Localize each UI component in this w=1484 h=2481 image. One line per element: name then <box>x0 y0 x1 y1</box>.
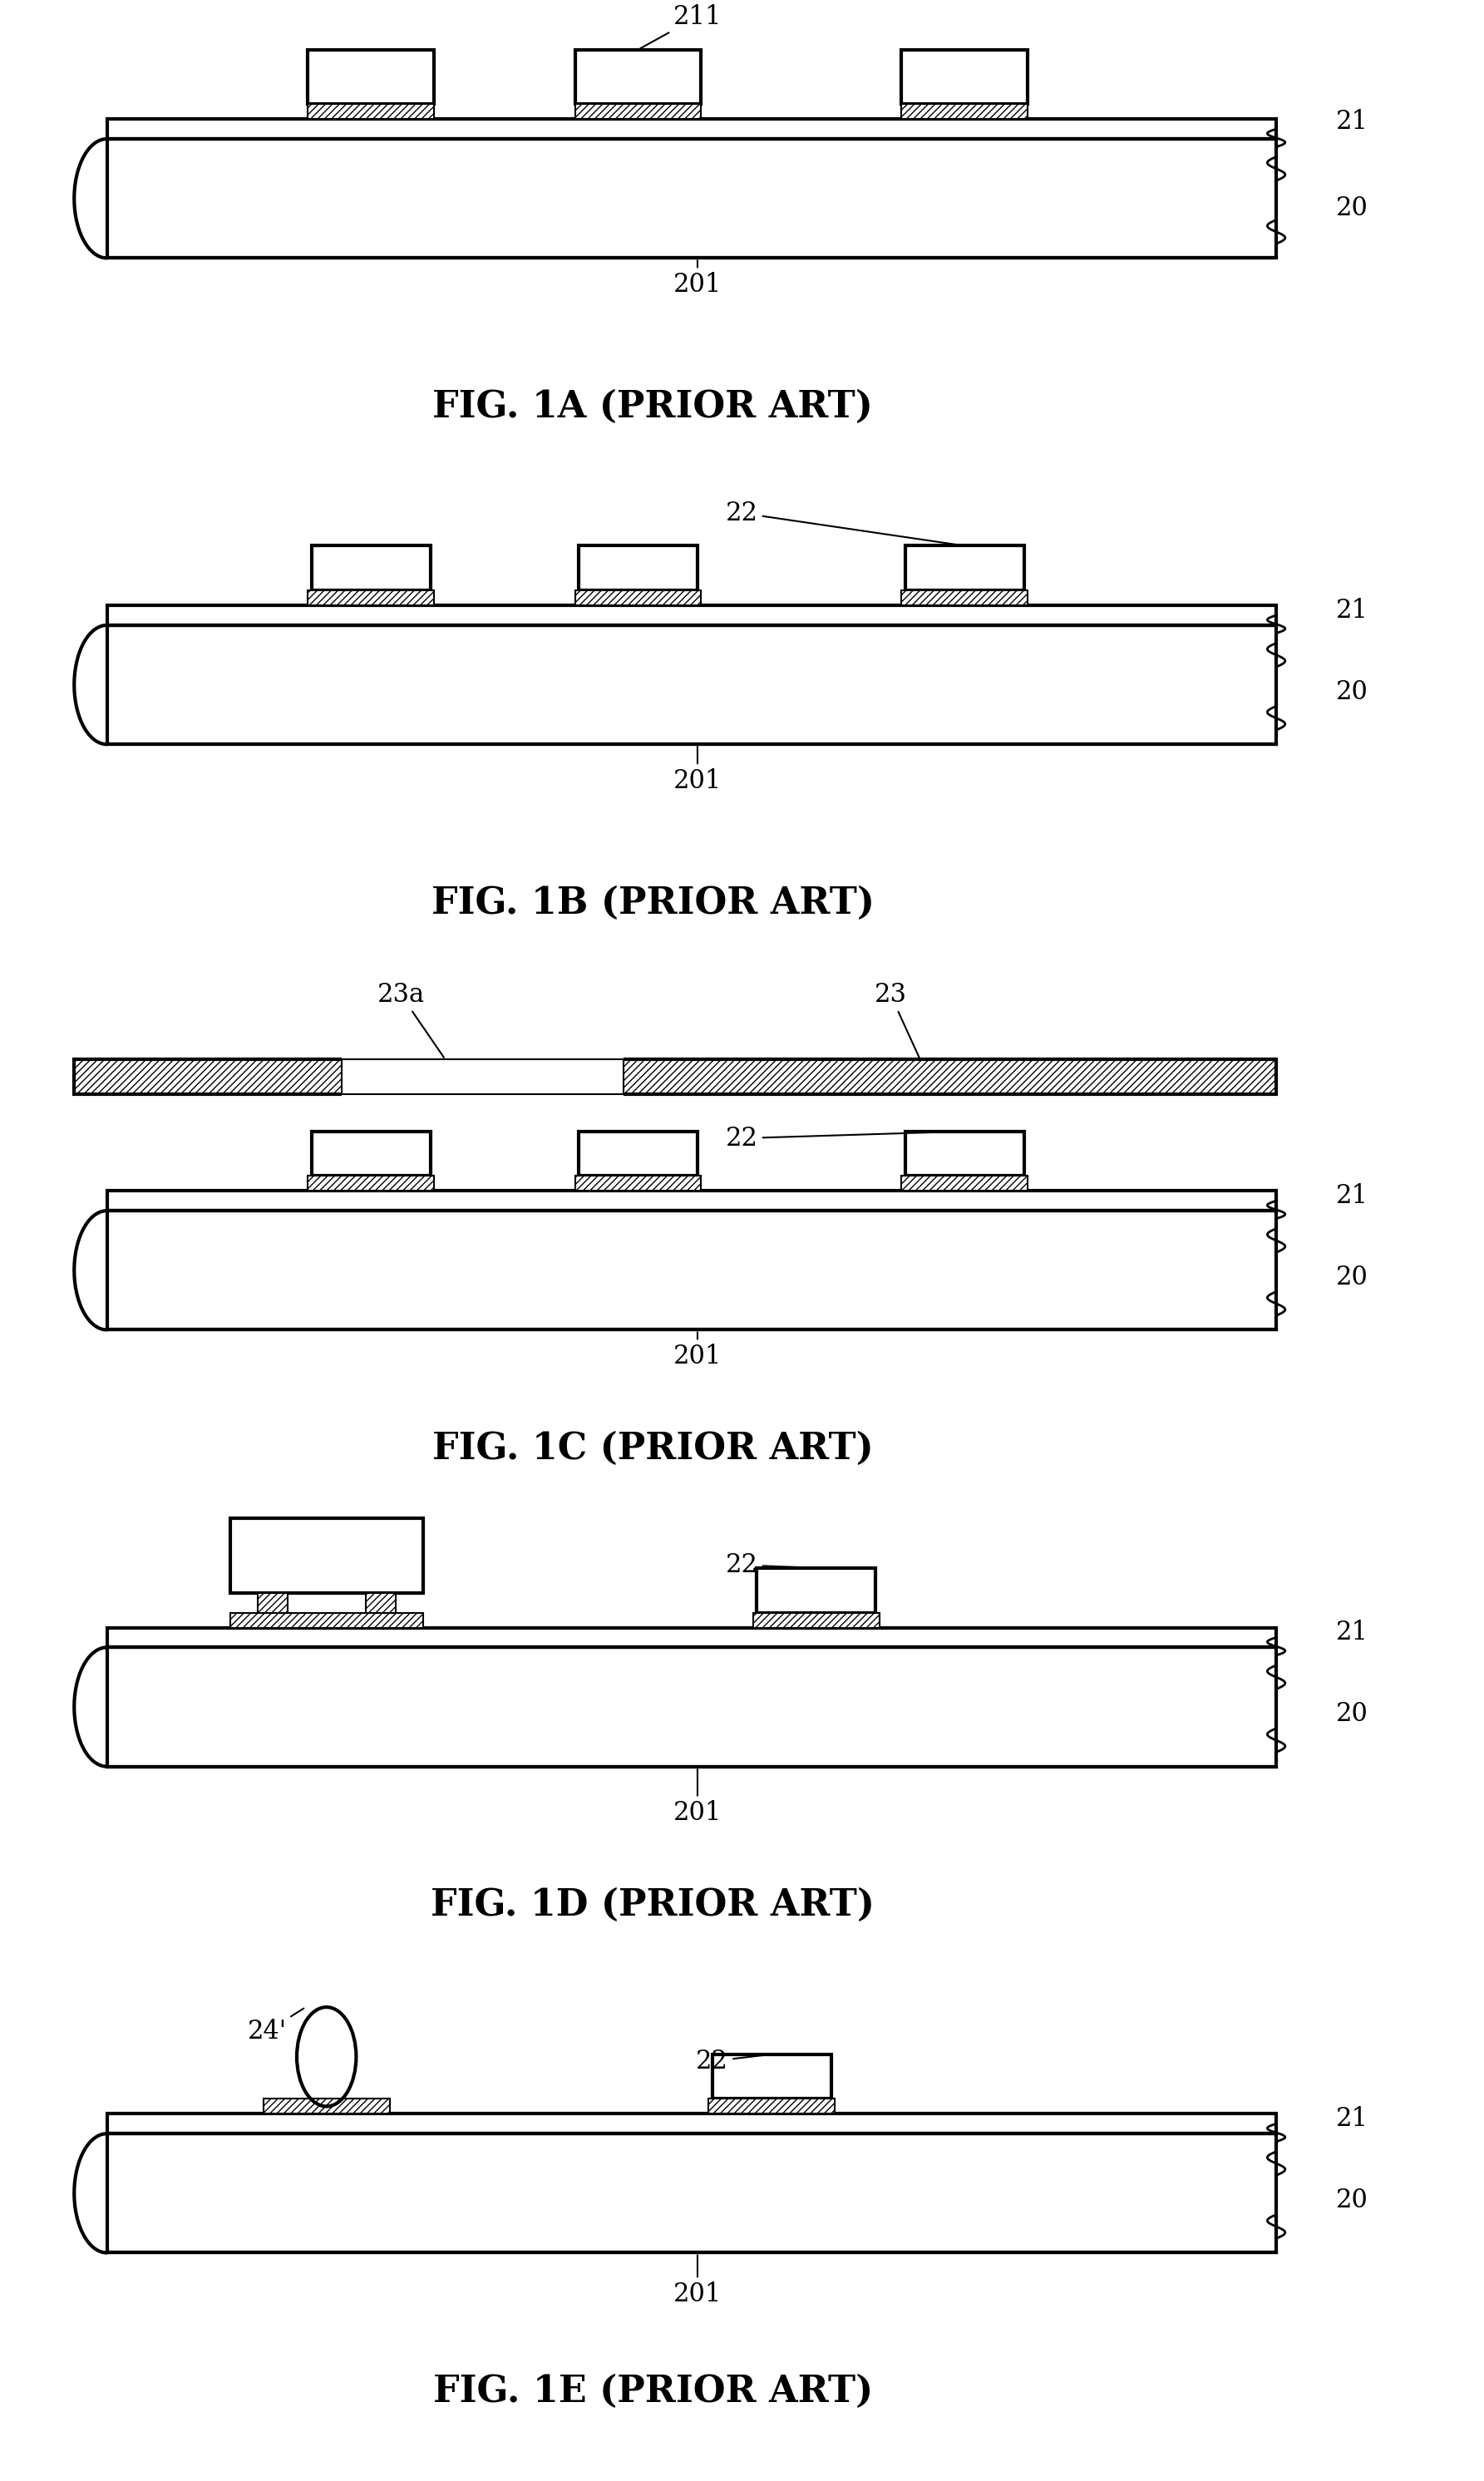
Bar <box>107 625 1276 744</box>
Text: 21: 21 <box>1336 1620 1368 1645</box>
Text: FIG. 1A (PRIOR ART): FIG. 1A (PRIOR ART) <box>433 390 873 424</box>
Text: 22: 22 <box>726 1126 962 1151</box>
Bar <box>902 1176 1027 1191</box>
Text: 20: 20 <box>1336 2188 1368 2213</box>
Bar <box>107 1191 1276 1211</box>
Bar <box>905 546 1024 590</box>
Text: 24: 24 <box>251 1518 283 1548</box>
Bar <box>576 104 702 119</box>
Text: 20: 20 <box>1336 680 1368 705</box>
Bar <box>579 546 697 590</box>
Bar <box>107 2114 1276 2134</box>
Bar <box>576 50 702 104</box>
Bar <box>754 1613 879 1628</box>
Bar <box>107 1647 1276 1766</box>
Bar <box>905 1131 1024 1176</box>
Text: 22: 22 <box>726 1553 813 1578</box>
Bar <box>264 2099 390 2114</box>
Bar <box>107 139 1276 258</box>
Text: FIG. 1D (PRIOR ART): FIG. 1D (PRIOR ART) <box>430 1888 876 1923</box>
Bar <box>902 50 1027 104</box>
Bar <box>312 546 430 590</box>
Text: 22: 22 <box>696 2049 769 2074</box>
Text: 23a: 23a <box>377 982 444 1057</box>
Bar <box>576 590 702 605</box>
Bar <box>712 2054 831 2099</box>
Bar <box>365 1593 395 1613</box>
Text: 20: 20 <box>1336 1265 1368 1290</box>
Text: 201: 201 <box>674 1332 721 1370</box>
Bar <box>107 605 1276 625</box>
Text: 21: 21 <box>1336 2106 1368 2131</box>
Text: 21: 21 <box>1336 1183 1368 1208</box>
Bar <box>579 1131 697 1176</box>
Bar <box>309 1176 435 1191</box>
Text: 201: 201 <box>674 261 721 298</box>
Text: 201: 201 <box>674 2255 721 2307</box>
Bar <box>107 1628 1276 1647</box>
Text: 20: 20 <box>1336 1702 1368 1727</box>
Bar <box>107 1211 1276 1330</box>
Bar <box>74 1059 1276 1094</box>
Text: FIG. 1B (PRIOR ART): FIG. 1B (PRIOR ART) <box>432 886 874 920</box>
Text: FIG. 1E (PRIOR ART): FIG. 1E (PRIOR ART) <box>433 2374 873 2409</box>
Text: 24': 24' <box>248 2007 304 2044</box>
Text: 20: 20 <box>1336 196 1368 221</box>
Bar <box>576 1176 702 1191</box>
Bar <box>709 2099 835 2114</box>
Text: 211: 211 <box>640 5 721 50</box>
Text: 201: 201 <box>674 747 721 794</box>
Bar <box>902 590 1027 605</box>
Bar <box>230 1518 423 1593</box>
Bar <box>107 119 1276 139</box>
Text: 21: 21 <box>1336 109 1368 134</box>
Bar <box>757 1568 876 1613</box>
Text: 201: 201 <box>674 1769 721 1826</box>
Text: 23: 23 <box>874 982 919 1057</box>
Text: FIG. 1C (PRIOR ART): FIG. 1C (PRIOR ART) <box>432 1432 874 1466</box>
Bar <box>107 2134 1276 2253</box>
Bar <box>902 104 1027 119</box>
Bar <box>309 590 435 605</box>
Text: 21: 21 <box>1336 598 1368 623</box>
Bar <box>312 1131 430 1176</box>
Bar <box>341 1057 623 1097</box>
Bar <box>258 1593 288 1613</box>
Bar <box>309 50 435 104</box>
Bar <box>230 1613 423 1628</box>
Text: 22: 22 <box>726 501 962 546</box>
Bar <box>309 104 435 119</box>
